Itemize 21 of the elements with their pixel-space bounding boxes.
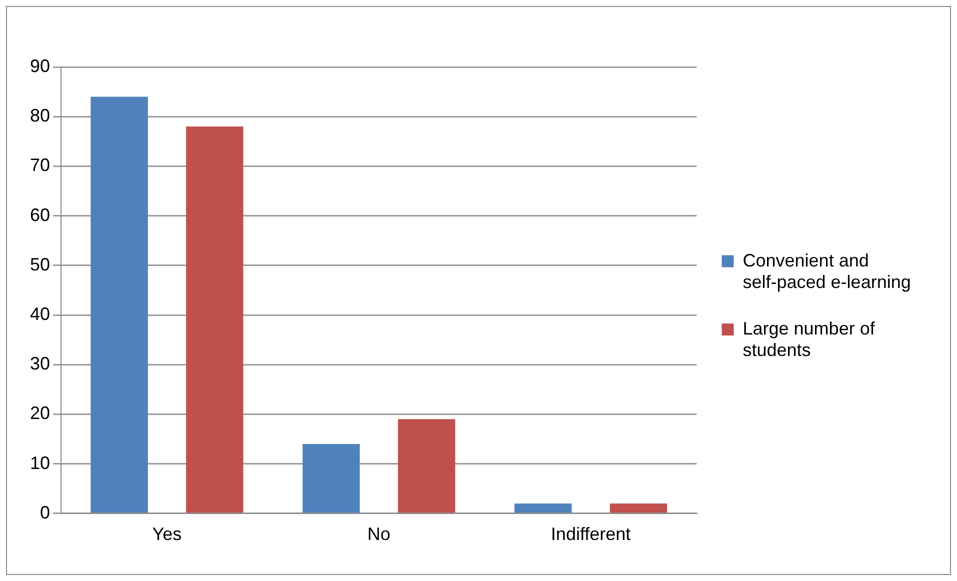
y-tick-label: 80	[30, 106, 50, 126]
bar	[610, 503, 668, 513]
y-tick-label: 50	[30, 254, 50, 274]
legend-label: Large number of students	[742, 318, 876, 360]
y-tick-label: 90	[30, 56, 50, 76]
bar	[302, 444, 360, 513]
bar	[186, 126, 244, 513]
x-tick-label: Indifferent	[550, 524, 631, 544]
bar	[90, 96, 148, 513]
y-tick-label: 60	[30, 204, 50, 225]
y-tick-label: 10	[30, 452, 50, 473]
x-tick-label: No	[367, 524, 390, 544]
y-tick-label: 0	[40, 502, 50, 522]
y-tick-label: 20	[30, 403, 50, 424]
bar	[514, 503, 572, 513]
legend-label: Convenient and self-paced e-learning	[742, 250, 911, 292]
bar	[398, 419, 456, 513]
y-tick-label: 40	[30, 304, 50, 324]
y-tick-label: 70	[30, 155, 50, 176]
x-tick-label: Yes	[152, 524, 182, 544]
y-tick-label: 30	[30, 354, 50, 374]
